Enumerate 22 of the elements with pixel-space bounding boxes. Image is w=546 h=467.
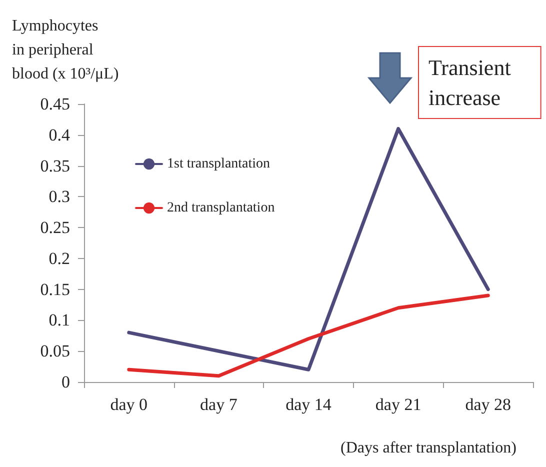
line-series [127, 294, 490, 378]
y-tick-label: 0.3 [48, 187, 70, 206]
annotation: Transient increase [428, 55, 511, 110]
y-tick-label: 0.05 [40, 342, 70, 361]
line-series [127, 126, 490, 372]
x-tick-label: day 14 [286, 395, 332, 414]
y-tick-label: 0.45 [40, 94, 70, 114]
y-tick-label: 0.1 [48, 310, 70, 330]
x-axis-title: (Days after transplantation) [340, 440, 516, 456]
y-tick-label: 0.35 [40, 156, 70, 176]
y-tick-label: 0 [62, 372, 70, 392]
x-tick-label: day 0 [110, 395, 148, 414]
legend-label: 1st transplantation [167, 156, 270, 172]
x-tick-label: day 7 [200, 395, 238, 414]
x-tick-label: day 28 [465, 395, 511, 414]
x-tick-label: day 21 [375, 395, 422, 414]
y-tick-label: 0.15 [40, 280, 70, 299]
y-tick-label: 0.25 [40, 218, 70, 238]
y-axis-title: Lymphocytes in peripheral blood (x 10³/μL) [12, 18, 119, 82]
y-tick-label: 0.2 [48, 248, 70, 268]
y-tick-label: 0.4 [48, 125, 70, 144]
legend-label: 2nd transplantation [167, 200, 275, 216]
